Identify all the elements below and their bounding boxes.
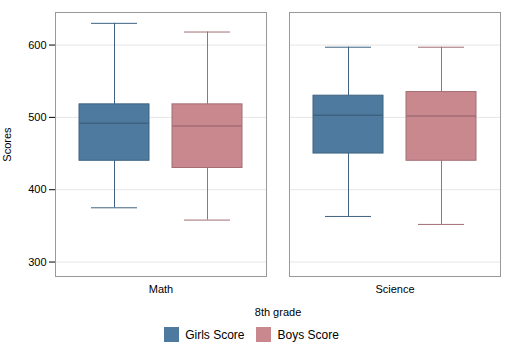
svg-text:600: 600 bbox=[28, 39, 46, 51]
svg-text:8th grade: 8th grade bbox=[255, 306, 301, 318]
svg-text:300: 300 bbox=[28, 256, 46, 268]
svg-text:Science: Science bbox=[375, 283, 414, 295]
html-text:Girls Score: Girls Score bbox=[185, 327, 245, 342]
svg-text:400: 400 bbox=[28, 183, 46, 195]
svg-text:Math: Math bbox=[149, 283, 173, 295]
svg-text:500: 500 bbox=[28, 111, 46, 123]
svg-text:Scores: Scores bbox=[1, 127, 13, 162]
html-text:Boys Score: Boys Score bbox=[277, 327, 339, 342]
